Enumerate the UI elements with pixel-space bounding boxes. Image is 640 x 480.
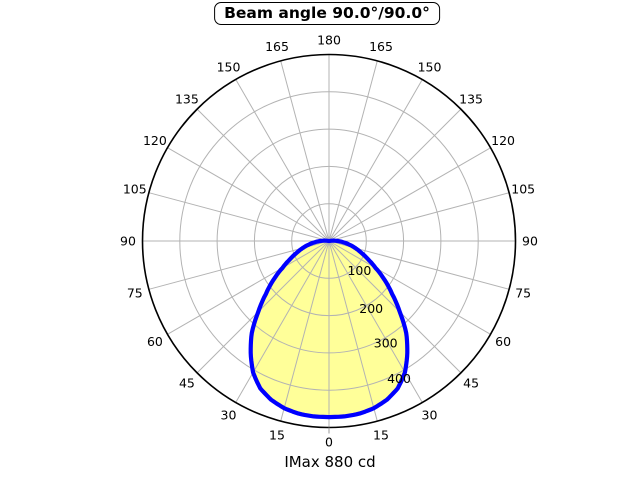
r-tick-label: 300 bbox=[374, 336, 398, 351]
theta-tick-label: 15 bbox=[269, 428, 285, 443]
theta-gridline bbox=[328, 79, 423, 242]
r-tick-label: 400 bbox=[387, 371, 411, 386]
theta-gridline bbox=[196, 108, 330, 242]
imax-caption: IMax 880 cd bbox=[284, 453, 376, 471]
r-tick-label: 200 bbox=[359, 301, 383, 316]
theta-tick-label: 150 bbox=[418, 59, 442, 74]
theta-tick-label: 45 bbox=[179, 375, 195, 390]
theta-tick-label: 150 bbox=[217, 59, 241, 74]
theta-gridline bbox=[328, 240, 491, 335]
theta-tick-label: 90 bbox=[120, 233, 136, 248]
theta-tick-label: 120 bbox=[143, 133, 167, 148]
theta-gridline bbox=[167, 240, 330, 335]
theta-gridline bbox=[148, 192, 330, 242]
theta-gridline bbox=[328, 240, 378, 422]
theta-gridline bbox=[235, 240, 330, 403]
theta-tick-label: 60 bbox=[495, 334, 511, 349]
theta-gridline bbox=[328, 240, 462, 374]
theta-tick-label: 45 bbox=[463, 375, 479, 390]
theta-gridline bbox=[280, 60, 330, 242]
theta-tick-label: 135 bbox=[175, 91, 199, 106]
theta-gridline bbox=[328, 108, 462, 242]
theta-tick-label: 105 bbox=[123, 181, 147, 196]
r-gridline bbox=[216, 128, 442, 354]
r-tick-label: 100 bbox=[347, 263, 371, 278]
theta-gridline bbox=[167, 147, 330, 242]
theta-tick-label: 30 bbox=[221, 407, 237, 422]
theta-gridline bbox=[196, 240, 330, 374]
theta-tick-label: 30 bbox=[422, 407, 438, 422]
theta-tick-label: 15 bbox=[373, 428, 389, 443]
r-gridline bbox=[179, 91, 479, 391]
theta-tick-label: 135 bbox=[459, 91, 483, 106]
theta-gridline bbox=[328, 240, 423, 403]
theta-gridline bbox=[328, 147, 491, 242]
chart-title: Beam angle 90.0°/90.0° bbox=[214, 2, 440, 25]
r-gridline bbox=[253, 165, 405, 317]
theta-tick-label: 165 bbox=[369, 39, 393, 54]
theta-tick-label: 75 bbox=[127, 285, 143, 300]
theta-tick-label: 120 bbox=[491, 133, 515, 148]
theta-tick-label: 0 bbox=[325, 434, 333, 449]
theta-tick-label: 75 bbox=[515, 285, 531, 300]
theta-tick-label: 165 bbox=[265, 39, 289, 54]
theta-tick-label: 105 bbox=[511, 181, 535, 196]
theta-gridline bbox=[328, 60, 378, 242]
beam-curve bbox=[248, 238, 410, 420]
theta-gridline bbox=[280, 240, 330, 422]
theta-gridline bbox=[235, 79, 330, 242]
theta-tick-label: 60 bbox=[147, 334, 163, 349]
theta-tick-label: 90 bbox=[522, 233, 538, 248]
theta-gridline bbox=[328, 192, 510, 242]
theta-tick-label: 180 bbox=[317, 32, 341, 47]
r-gridline bbox=[291, 203, 367, 279]
